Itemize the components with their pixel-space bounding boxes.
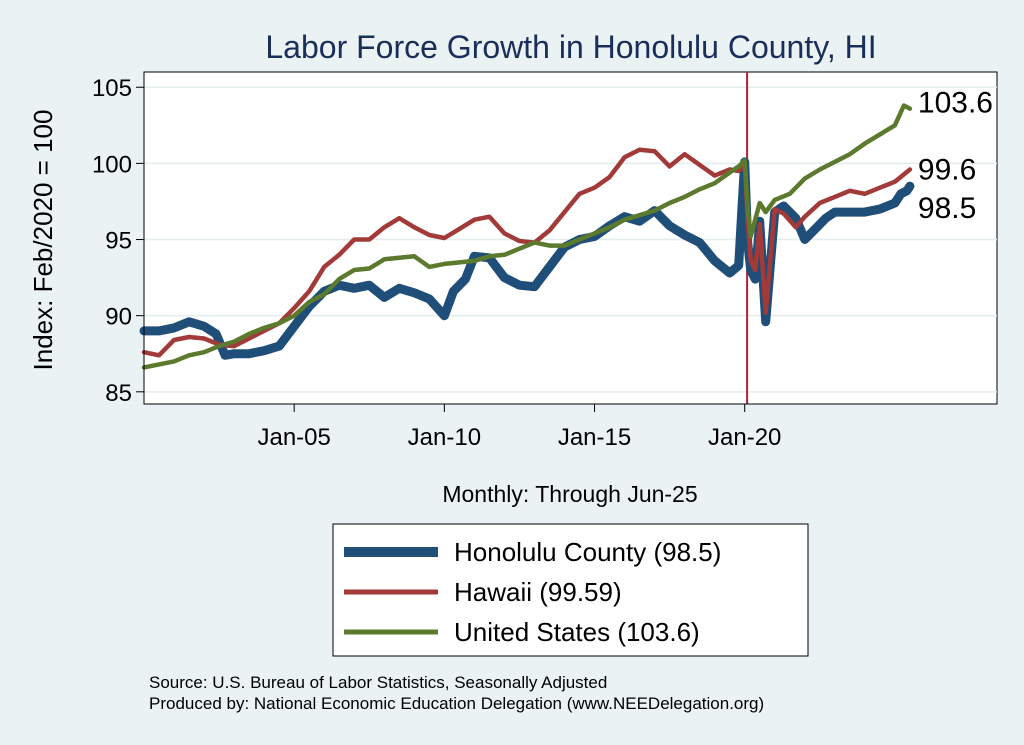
x-tick-label: Jan-15	[558, 424, 631, 451]
source-line-2: Produced by: National Economic Education…	[149, 694, 764, 713]
source-line-1: Source: U.S. Bureau of Labor Statistics,…	[149, 673, 607, 692]
end-label-0: 98.5	[918, 192, 976, 225]
end-label-1: 99.6	[918, 153, 976, 186]
legend: Honolulu County (98.5) Hawaii (99.59) Unit…	[344, 537, 721, 647]
series-line-1	[141, 147, 913, 358]
series-layer	[139, 103, 915, 370]
y-tick-label: 90	[105, 304, 132, 331]
plot-area	[143, 71, 998, 405]
chart-title: Labor Force Growth in Honolulu County, H…	[265, 29, 876, 65]
end-labels: 98.5 99.6 103.6	[918, 87, 993, 226]
y-tick-label: 105	[92, 75, 132, 102]
x-axis-note: Monthly: Through Jun-25	[442, 481, 697, 507]
x-tick-label: Jan-20	[708, 424, 781, 451]
series-line-2	[141, 103, 913, 370]
y-tick-label: 95	[105, 228, 132, 255]
y-tick-label: 100	[92, 151, 132, 178]
y-tick-label: 85	[105, 380, 132, 407]
legend-label: Honolulu County (98.5)	[454, 537, 721, 567]
axes: 85 90 95 100 105 Jan-05 Jan-10 Jan-15 Jan-20	[92, 72, 997, 451]
end-label-2: 103.6	[918, 87, 993, 120]
legend-label: Hawaii (99.59)	[454, 577, 622, 607]
x-tick-label: Jan-10	[408, 424, 481, 451]
y-axis-label: Index: Feb/2020 = 100	[28, 110, 58, 371]
legend-label: United States (103.6)	[454, 617, 700, 647]
x-tick-label: Jan-05	[257, 424, 330, 451]
